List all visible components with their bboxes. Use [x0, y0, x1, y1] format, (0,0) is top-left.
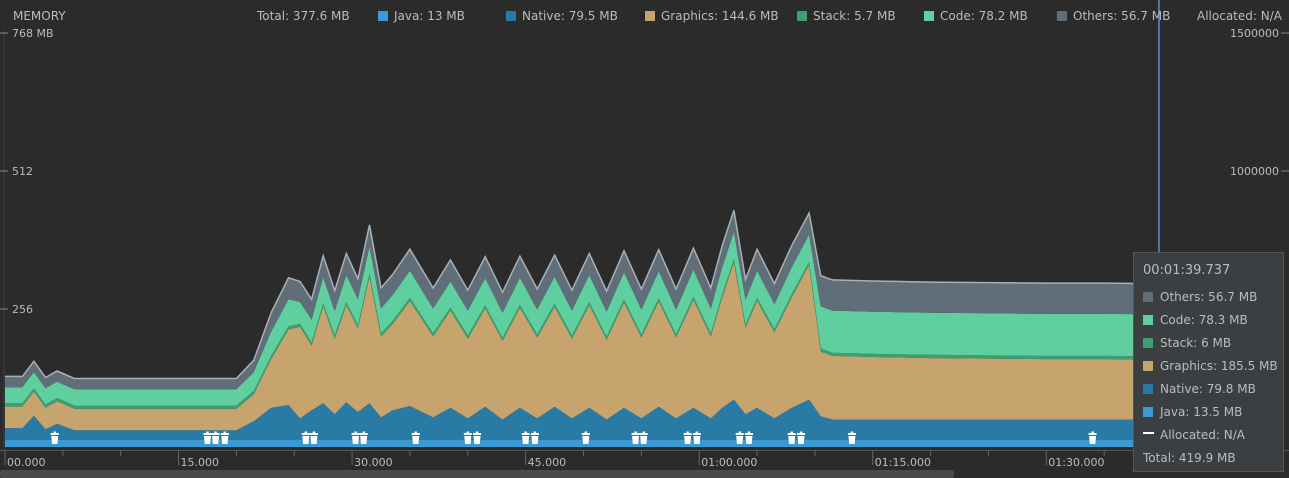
tooltip-row-code: Code: 78.3 MB — [1143, 313, 1248, 327]
gc-trash-icon[interactable] — [631, 431, 640, 445]
gc-trash-icon[interactable] — [1088, 431, 1097, 445]
gc-trash-icon[interactable] — [203, 431, 212, 445]
y-left-tick-label: 512 — [12, 165, 33, 178]
tooltip-row-java: Java: 13.5 MB — [1143, 405, 1242, 419]
legend-code-swatch — [924, 11, 934, 21]
tooltip-time: 00:01:39.737 — [1143, 263, 1231, 278]
header-allocated: Allocated: N/A — [1197, 9, 1282, 23]
time-axis: 00.000 15.000 30.000 45.000 01:00.000 01:15.0… — [0, 450, 1289, 478]
gc-trash-icon[interactable] — [797, 431, 806, 445]
gc-trash-icon[interactable] — [581, 431, 590, 445]
tooltip-others-swatch — [1143, 292, 1153, 302]
gc-trash-icon[interactable] — [220, 431, 229, 445]
legend-graphics-swatch — [645, 11, 655, 21]
area-others — [5, 210, 1197, 390]
stacked-areas — [5, 210, 1284, 447]
total-outline — [5, 210, 1197, 380]
legend-stack-swatch — [797, 11, 807, 21]
gc-trash-icon[interactable] — [735, 431, 744, 445]
tooltip-row-allocated: Allocated: N/A — [1143, 428, 1245, 442]
tooltip-row-stack: Stack: 6 MB — [1143, 336, 1231, 350]
legend-stack: Stack: 5.7 MB — [797, 9, 896, 23]
gc-trash-icon[interactable] — [692, 431, 701, 445]
legend-code: Code: 78.2 MB — [924, 9, 1028, 23]
y-right-tick-label: 1500000 — [1230, 27, 1279, 40]
memory-title: MEMORY — [13, 9, 66, 23]
tooltip-row-graphics: Graphics: 185.5 MB — [1143, 359, 1278, 373]
tooltip-native-swatch — [1143, 384, 1153, 394]
allocated-dash-icon — [1143, 432, 1154, 436]
gc-trash-icon[interactable] — [211, 431, 220, 445]
legend-java: Java: 13 MB — [378, 9, 465, 23]
gc-trash-icon[interactable] — [847, 431, 856, 445]
gc-trash-icon[interactable] — [351, 431, 360, 445]
legend-others: Others: 56.7 MB — [1057, 9, 1170, 23]
gc-trash-icon[interactable] — [744, 431, 753, 445]
header-total: Total: 377.6 MB — [257, 9, 350, 23]
x-tick-label: 00.000 — [7, 456, 46, 469]
y-right-tick-label: 1000000 — [1230, 165, 1279, 178]
gc-trash-icon[interactable] — [787, 431, 796, 445]
legend-java-swatch — [378, 11, 388, 21]
y-left-tick-label: 256 — [12, 303, 33, 316]
horizontal-scrollbar[interactable] — [0, 470, 954, 478]
tooltip-stack-swatch — [1143, 338, 1153, 348]
gc-trash-icon[interactable] — [411, 431, 420, 445]
x-tick-label: 15.000 — [181, 456, 220, 469]
gc-trash-icon[interactable] — [521, 431, 530, 445]
x-tick-label: 30.000 — [354, 456, 393, 469]
tooltip-row-others: Others: 56.7 MB — [1143, 290, 1257, 304]
data-tooltip: 00:01:39.737 Others: 56.7 MB Code: 78.3 … — [1133, 252, 1284, 472]
tooltip-java-swatch — [1143, 407, 1153, 417]
gc-trash-icon[interactable] — [359, 431, 368, 445]
tooltip-graphics-swatch — [1143, 361, 1153, 371]
legend-native: Native: 79.5 MB — [506, 9, 618, 23]
x-tick-label: 01:15.000 — [875, 456, 931, 469]
legend-native-swatch — [506, 11, 516, 21]
gc-trash-icon[interactable] — [50, 431, 59, 445]
gc-trash-icon[interactable] — [473, 431, 482, 445]
gc-trash-icon[interactable] — [530, 431, 539, 445]
area-graphics — [5, 262, 1197, 431]
y-axis-ticks: 768 MB 512 256 1500000 1000000 — [0, 27, 1289, 316]
tooltip-row-native: Native: 79.8 MB — [1143, 382, 1256, 396]
gc-trash-icon[interactable] — [309, 431, 318, 445]
x-tick-label: 45.000 — [528, 456, 567, 469]
x-tick-label: 01:30.000 — [1048, 456, 1104, 469]
tooltip-total: Total: 419.9 MB — [1143, 451, 1236, 465]
legend-others-swatch — [1057, 11, 1067, 21]
area-code — [5, 231, 1197, 406]
gc-events — [50, 431, 1097, 445]
gc-trash-icon[interactable] — [639, 431, 648, 445]
y-left-tick-label: 768 MB — [12, 27, 54, 40]
gc-trash-icon[interactable] — [683, 431, 692, 445]
legend-graphics: Graphics: 144.6 MB — [645, 9, 779, 23]
area-native — [5, 399, 1197, 440]
tooltip-code-swatch — [1143, 315, 1153, 325]
gc-trash-icon[interactable] — [301, 431, 310, 445]
x-tick-label: 01:00.000 — [701, 456, 757, 469]
gc-trash-icon[interactable] — [463, 431, 472, 445]
